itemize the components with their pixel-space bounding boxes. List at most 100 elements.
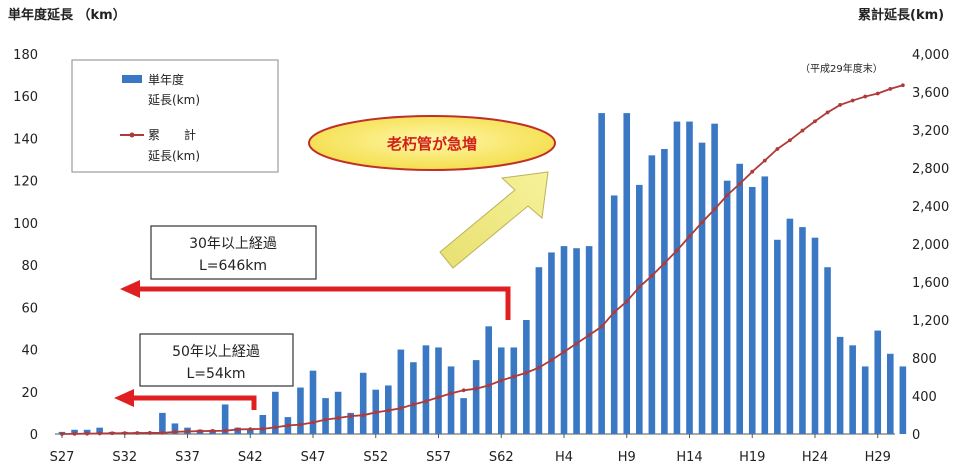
cumulative-point-S46 xyxy=(298,422,303,427)
cumulative-point-H22 xyxy=(788,138,792,143)
x-tick-H9: H9 xyxy=(618,450,636,465)
bar-H3 xyxy=(548,252,555,434)
x-tick-H14: H14 xyxy=(676,450,702,465)
bar-H14 xyxy=(686,121,693,434)
surge-ellipse xyxy=(308,115,556,171)
cumulative-point-S39 xyxy=(210,429,215,433)
bar-S56 xyxy=(422,345,430,434)
bar-S62 xyxy=(497,347,505,434)
cumulative-point-S52 xyxy=(373,410,378,415)
y-right-tick-400: 400 xyxy=(912,390,937,405)
y-right-tick-2,000: 2,000 xyxy=(912,238,949,253)
cumulative-point-S35 xyxy=(160,430,165,435)
x-axis: S27 S32 S37 S42 S47 S52 S57 S62 H4 H9 H14 H19 H24 H29 xyxy=(50,434,891,465)
bar-H28 xyxy=(861,366,869,434)
bar-H29 xyxy=(874,330,882,434)
x-tick-S27: S27 xyxy=(50,450,75,465)
cumulative-line xyxy=(61,84,904,435)
y-left-tick-80: 80 xyxy=(21,259,38,274)
cumulative-point-S41 xyxy=(235,427,240,432)
x-tick-S57: S57 xyxy=(426,450,451,465)
bar-H17 xyxy=(723,180,731,434)
cumulative-point-S51 xyxy=(361,413,366,418)
x-tick-S62: S62 xyxy=(489,450,514,465)
cumulative-point-S40 xyxy=(223,428,228,433)
bar-H24 xyxy=(811,237,819,434)
cumulative-point-S63 xyxy=(511,374,516,379)
cumulative-point-H21 xyxy=(775,147,780,151)
cumulative-point-H26 xyxy=(838,103,842,107)
cumulative-point-H9 xyxy=(624,299,629,304)
bar-H2 xyxy=(535,267,543,434)
bar-S60 xyxy=(472,360,480,434)
cumulative-point-H10 xyxy=(637,285,642,289)
cumulative-point-S54 xyxy=(398,406,403,411)
x-tick-S42: S42 xyxy=(238,450,263,465)
y-left-tick-140: 140 xyxy=(13,132,38,147)
bar-H7 xyxy=(598,113,605,435)
bar-H15 xyxy=(698,142,706,435)
cumulative-point-S47 xyxy=(311,420,315,425)
cumulative-point-S34 xyxy=(147,431,152,435)
surge-arrow xyxy=(439,171,549,269)
cumulative-point-H3 xyxy=(549,358,554,362)
arrow-50-head xyxy=(114,389,134,407)
cumulative-point-S36 xyxy=(173,430,177,434)
legend: 単年度 延長(km) 累 計 延長(km) xyxy=(71,59,279,173)
cumulative-point-H12 xyxy=(662,261,667,266)
bar-S54 xyxy=(397,349,405,434)
y-right-tick-2,400: 2,400 xyxy=(912,200,949,215)
cumulative-point-H16 xyxy=(712,207,717,212)
cumulative-point-S45 xyxy=(286,423,290,428)
bar-series xyxy=(58,113,907,435)
cumulative-point-H28 xyxy=(863,94,868,99)
arrow-50-years xyxy=(114,389,257,410)
cumulative-point-H8 xyxy=(612,310,617,315)
cumulative-point-H24 xyxy=(813,119,817,124)
cumulative-point-S32 xyxy=(122,431,127,436)
cumulative-point-S59 xyxy=(461,388,466,393)
corner-note: （平成29年度末） xyxy=(800,64,883,75)
x-tick-H24: H24 xyxy=(802,450,828,465)
bar-S61 xyxy=(485,326,492,434)
bar-H10 xyxy=(636,184,643,434)
cumulative-point-H13 xyxy=(675,248,679,253)
x-tick-H4: H4 xyxy=(555,450,573,465)
cumulative-point-H11 xyxy=(649,273,654,278)
x-tick-S37: S37 xyxy=(175,450,200,465)
y-axis-right: 0 400 800 1,200 1,600 2,000 2,400 2,800 3,200 3,6… xyxy=(912,48,949,443)
bar-S47 xyxy=(309,370,317,434)
legend-line-line1: 累 計 xyxy=(148,127,196,142)
x-tick-S47: S47 xyxy=(301,450,326,465)
cumulative-point-H23 xyxy=(800,128,805,133)
cumulative-point-H1 xyxy=(524,370,529,375)
bar-S43 xyxy=(259,415,267,434)
x-tick-S52: S52 xyxy=(363,450,388,465)
arrow-50-shaft xyxy=(132,395,257,410)
cumulative-point-S48 xyxy=(323,417,328,422)
legend-line-marker xyxy=(129,132,135,138)
cumulative-point-H29 xyxy=(875,91,880,96)
bar-H8 xyxy=(610,195,618,434)
cumulative-point-H25 xyxy=(825,110,830,115)
cumulative-point-S37 xyxy=(185,429,190,434)
cumulative-point-H4 xyxy=(562,350,566,354)
box-30-line1: 30年以上経過 xyxy=(189,236,277,252)
x-tick-S32: S32 xyxy=(112,450,137,465)
legend-bar-line1: 単年度 xyxy=(148,72,184,87)
y-left-tick-20: 20 xyxy=(21,386,38,401)
bar-S48 xyxy=(322,398,329,434)
cumulative-point-S49 xyxy=(336,416,340,420)
bar-S44 xyxy=(272,391,279,434)
y-right-tick-1,200: 1,200 xyxy=(912,314,949,329)
bar-H23 xyxy=(799,227,806,434)
line-series xyxy=(60,83,905,436)
y-right-tick-800: 800 xyxy=(912,352,937,367)
bar-S57 xyxy=(435,347,442,434)
bar-H16 xyxy=(711,123,718,435)
bar-S49 xyxy=(334,391,342,434)
bar-S36 xyxy=(171,423,179,434)
box-50-line1: 50年以上経過 xyxy=(172,344,260,360)
cumulative-point-H27 xyxy=(850,98,855,103)
